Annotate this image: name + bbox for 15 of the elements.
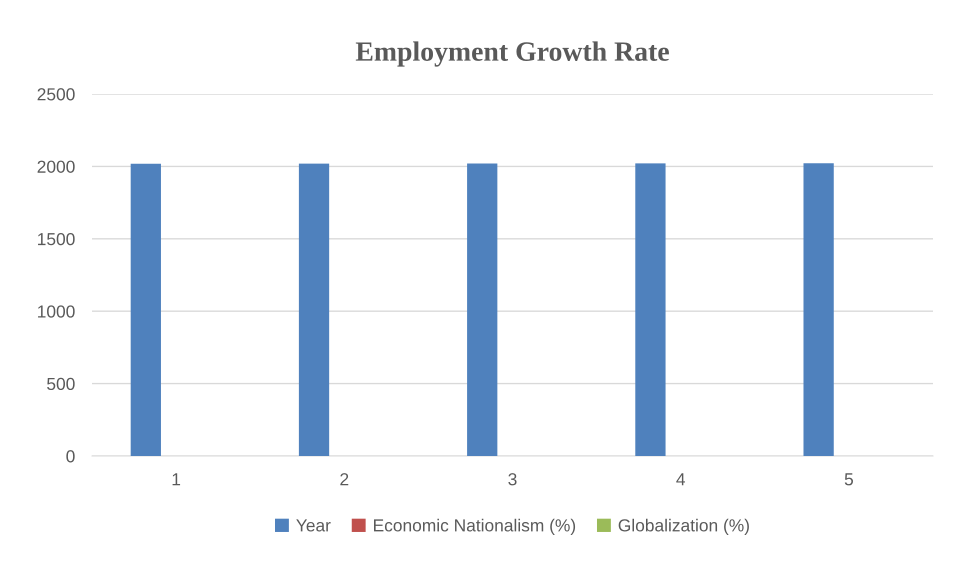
x-tick-label: 2	[340, 473, 348, 486]
y-tick-label: 500	[47, 378, 75, 390]
legend-label: Economic Nationalism (%)	[374, 518, 576, 535]
y-tick-label: 1500	[38, 232, 75, 246]
y-tick-label: 1000	[38, 305, 75, 318]
chart-title: Employment Growth Rate	[356, 41, 669, 67]
legend-label: Globalization (%)	[618, 518, 749, 535]
x-tick-label: 1	[172, 473, 180, 486]
x-tick-label: 4	[676, 473, 686, 486]
x-tick-label: 5	[844, 473, 853, 486]
x-tick-label: 3	[508, 473, 517, 486]
legend-label: Year	[296, 519, 331, 532]
y-tick-label: 2500	[38, 88, 75, 100]
y-tick-label: 2000	[38, 160, 75, 173]
y-tick-label: 0	[66, 450, 75, 462]
